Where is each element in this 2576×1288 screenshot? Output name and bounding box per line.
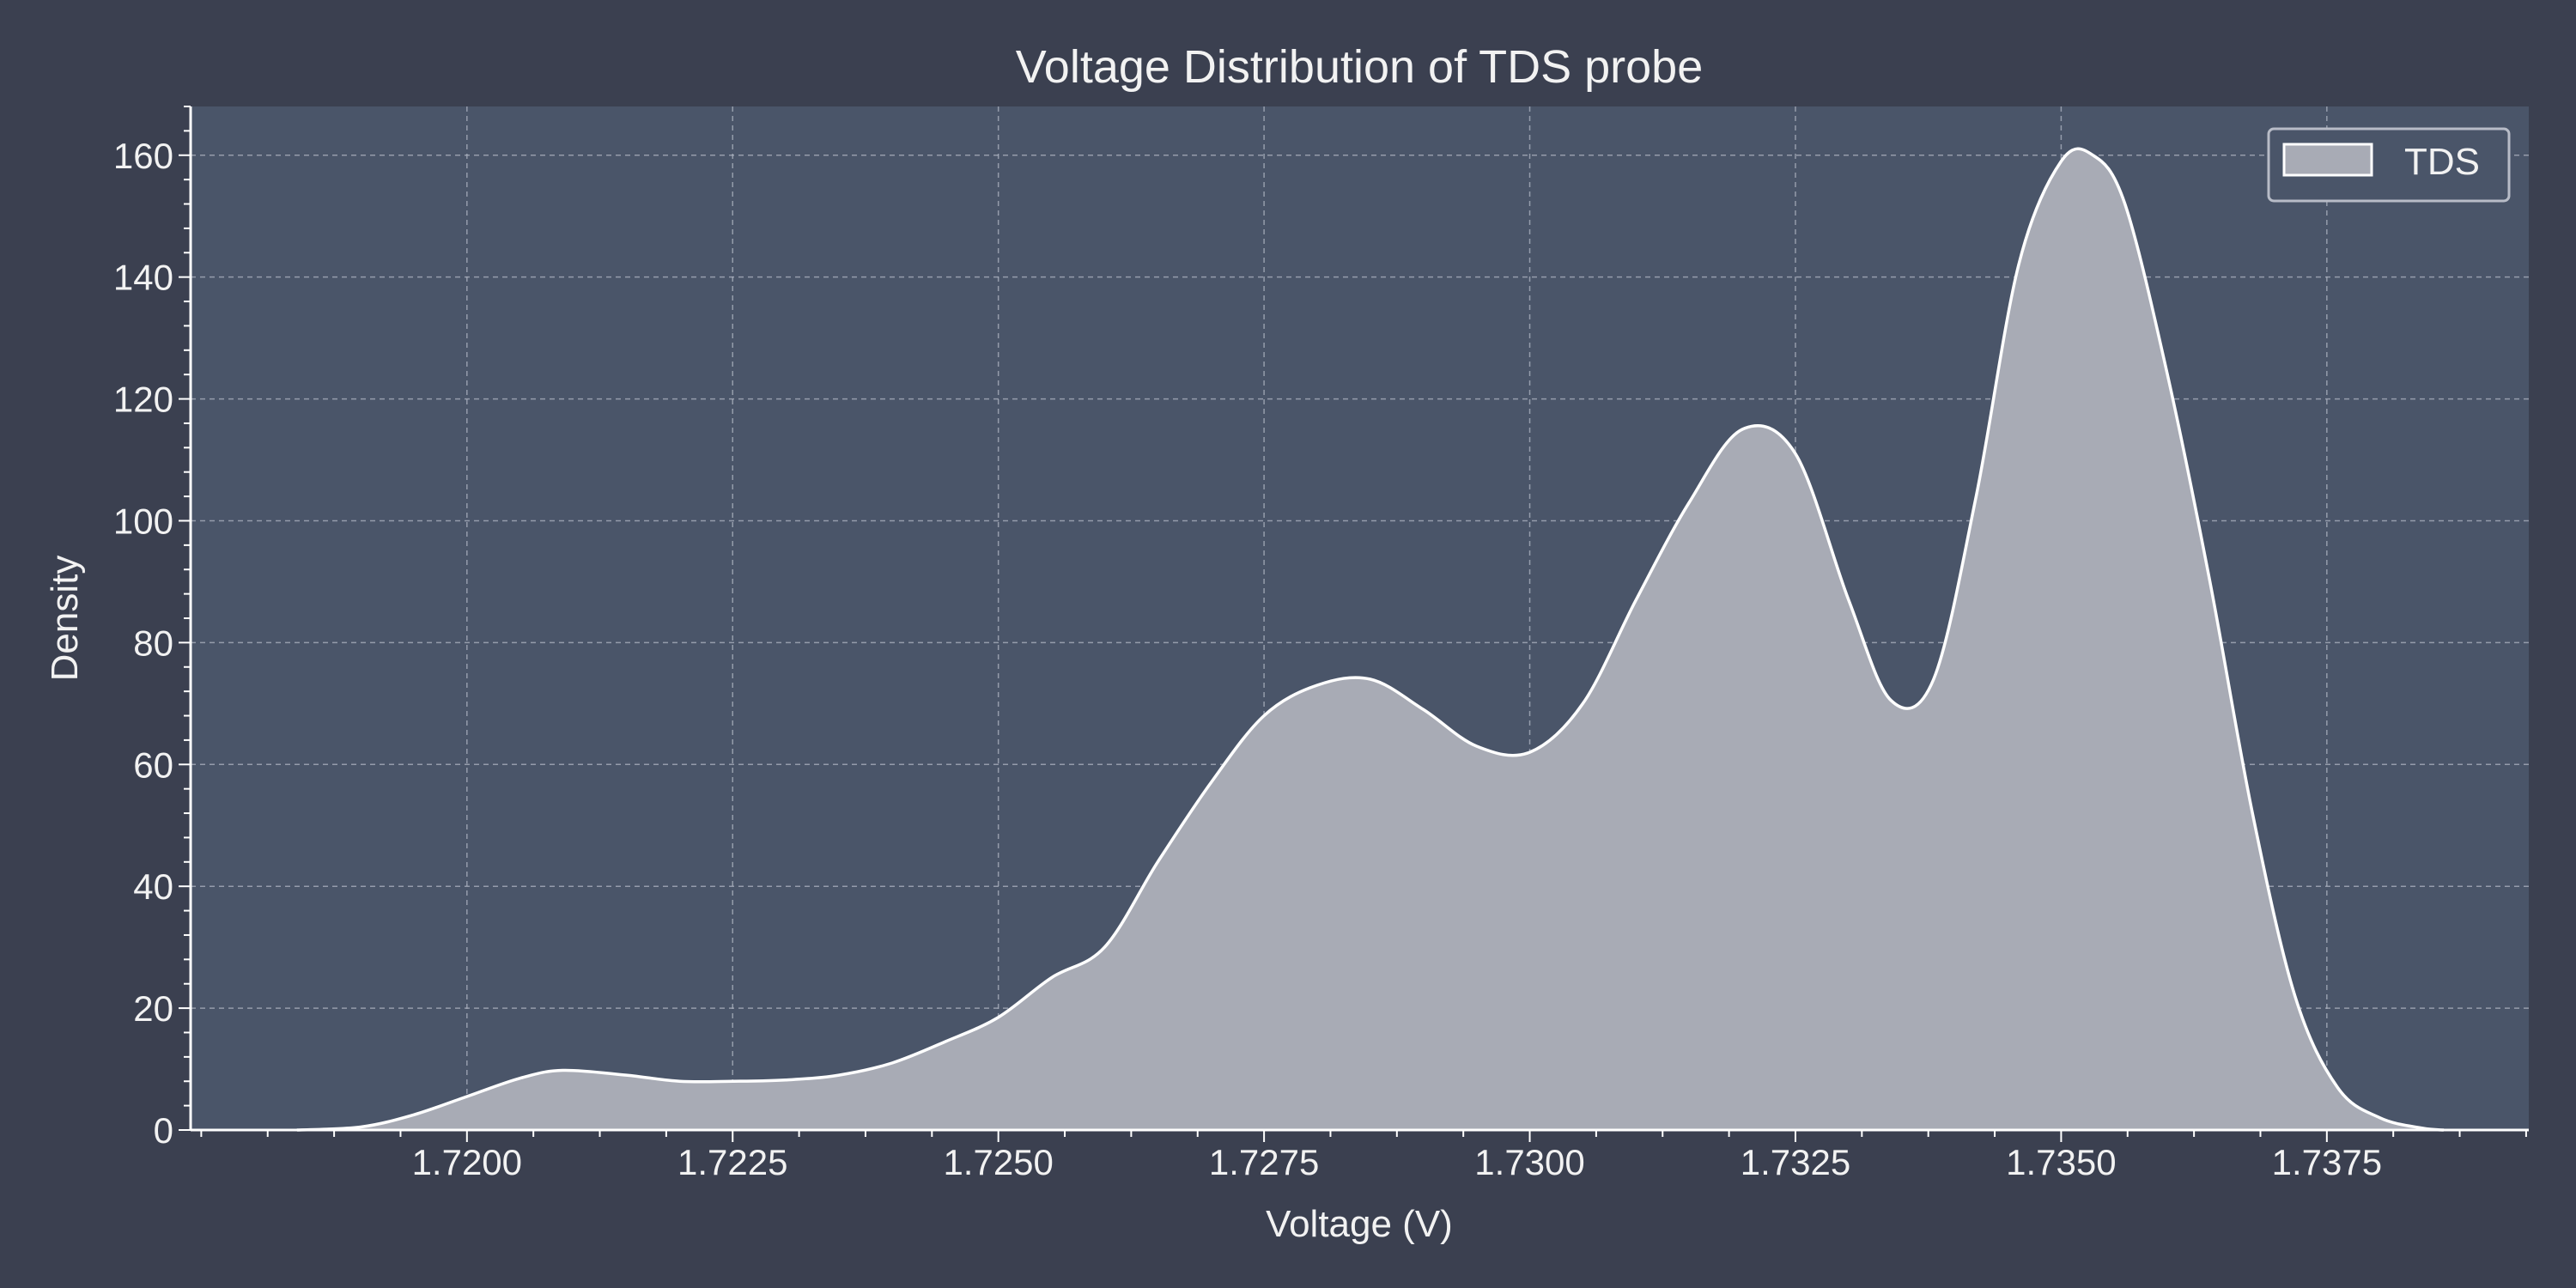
x-axis-label: Voltage (V) [1266, 1203, 1453, 1245]
y-tick-label-4: 80 [133, 623, 173, 663]
y-tick-label-5: 100 [113, 501, 173, 541]
legend-swatch-tds [2282, 143, 2373, 177]
legend-label-tds: TDS [2404, 141, 2480, 183]
tick-labels: 1.7200 1.7225 1.7250 1.7275 1.7300 1.7325 1.73… [113, 136, 2382, 1182]
axes [179, 106, 2529, 1142]
legend: TDS [2267, 127, 2511, 203]
series-layer [296, 147, 2445, 1132]
y-tick-label-3: 60 [133, 744, 173, 785]
x-tick-label-4: 1.7300 [1474, 1142, 1584, 1182]
x-tick-label-5: 1.7325 [1741, 1142, 1850, 1182]
series-line-tds [296, 147, 2445, 1132]
y-axis-label: Density [44, 556, 86, 682]
y-tick-label-1: 20 [133, 988, 173, 1029]
y-tick-label-7: 140 [113, 258, 173, 298]
y-tick-label-2: 40 [133, 866, 173, 907]
x-tick-label-1: 1.7225 [677, 1142, 787, 1182]
x-tick-label-0: 1.7200 [412, 1142, 522, 1182]
x-tick-label-3: 1.7275 [1209, 1142, 1319, 1182]
y-tick-label-8: 160 [113, 136, 173, 176]
x-tick-label-2: 1.7250 [943, 1142, 1053, 1182]
x-tick-label-7: 1.7375 [2272, 1142, 2382, 1182]
series-area-tds [296, 149, 2444, 1131]
x-tick-label-6: 1.7350 [2006, 1142, 2116, 1182]
y-tick-label-6: 120 [113, 380, 173, 420]
chart-title: Voltage Distribution of TDS probe [1016, 41, 1703, 93]
y-tick-label-0: 0 [154, 1110, 173, 1151]
